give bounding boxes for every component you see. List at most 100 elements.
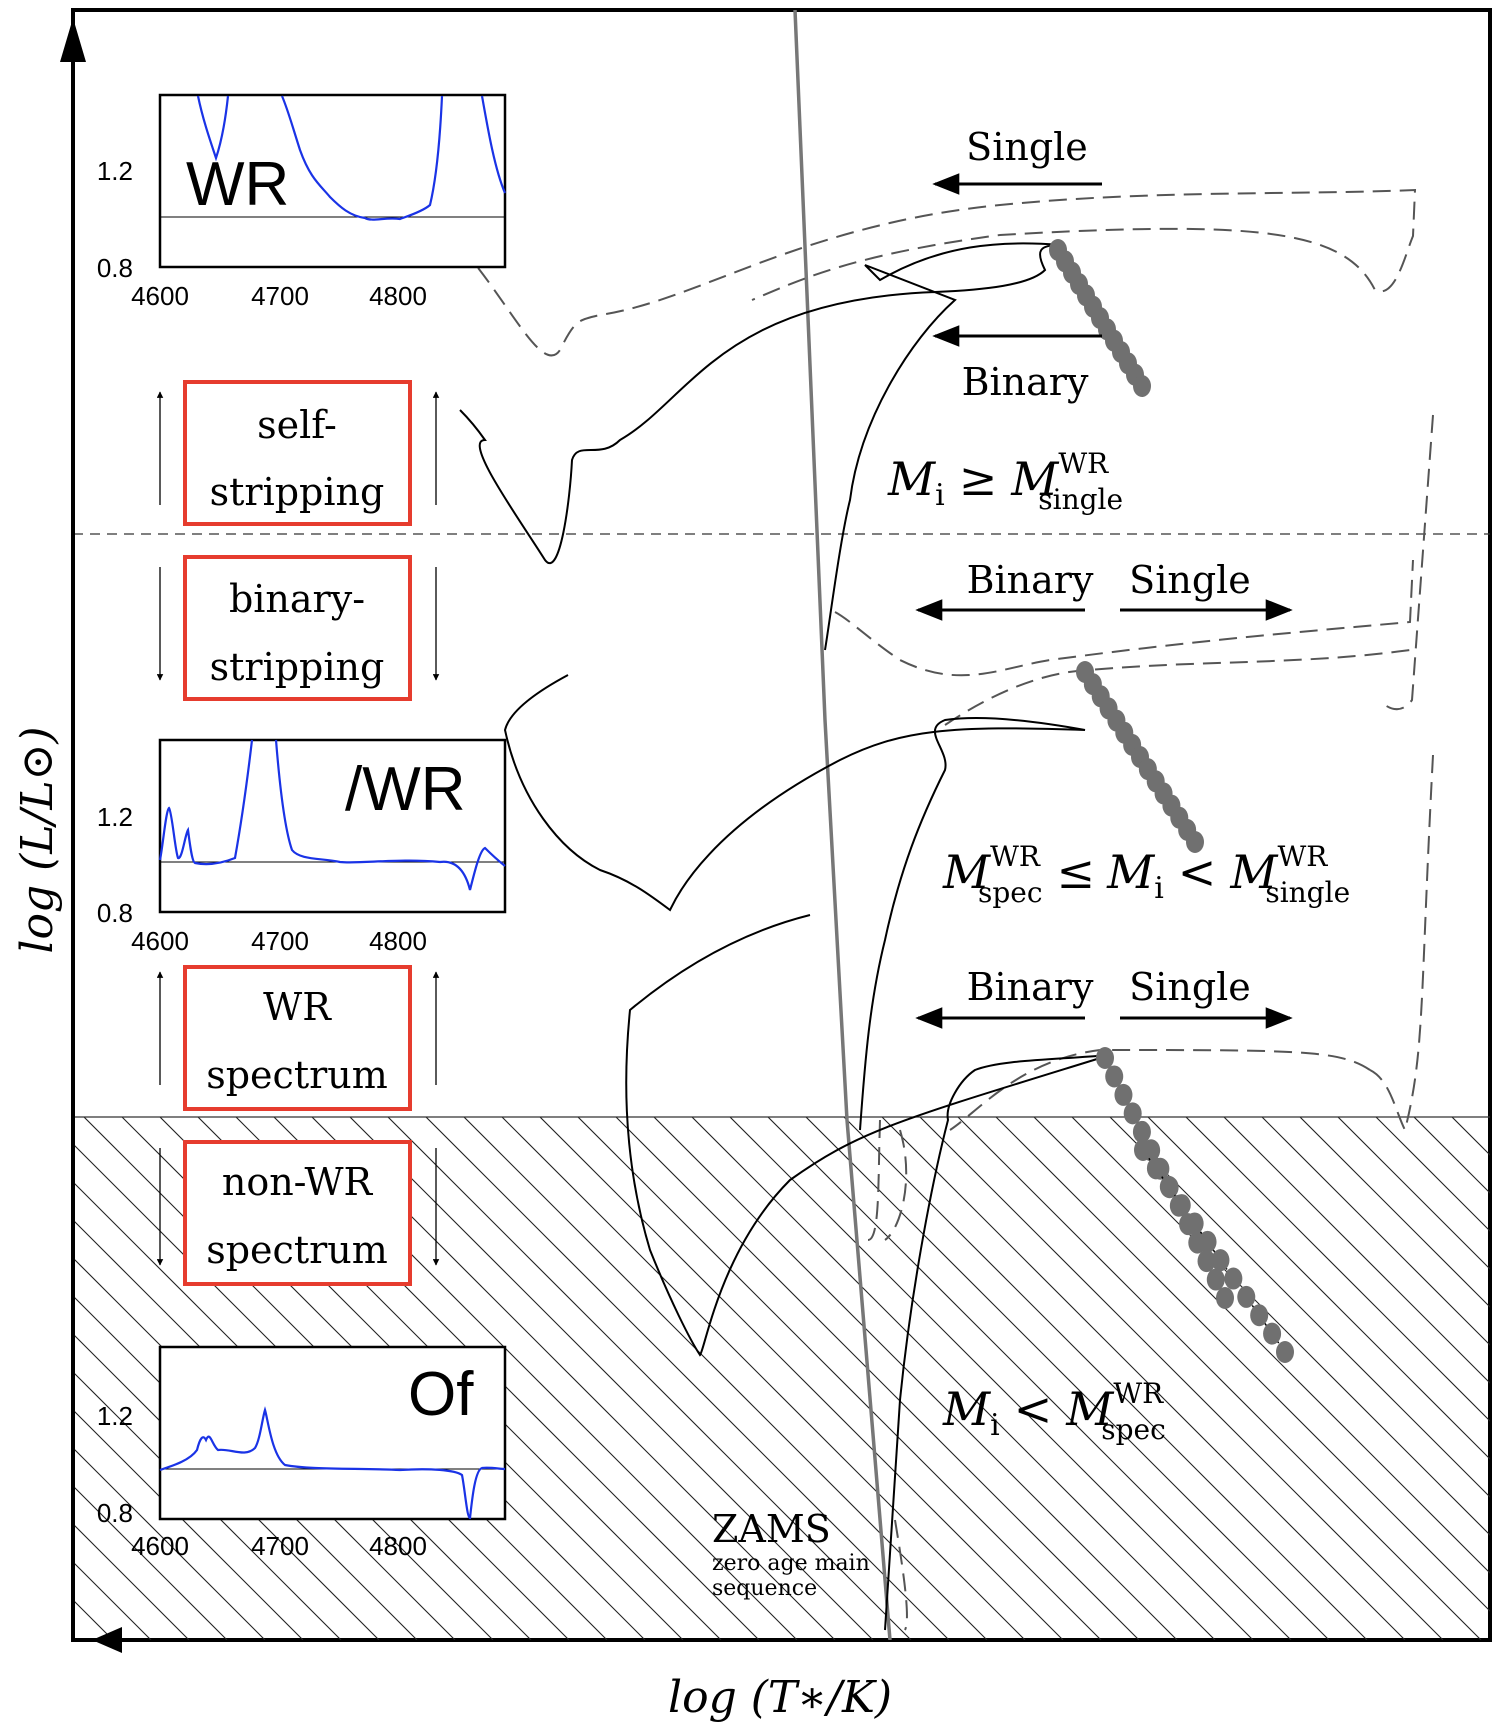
spectrum-ofwr-xtick-4700: 4700 [251,926,309,956]
box-non-wr-spectrum-line2: spectrum [206,1228,388,1272]
track-dot [1224,1267,1243,1290]
label-mid-single: Single [1129,558,1251,602]
hatch-line [0,1117,37,1640]
dashed-track-low [867,649,1411,1631]
box-wr-spectrum-line2: spectrum [206,1053,388,1097]
hatch-line [73,1409,304,1640]
hatch-line [1337,1117,1490,1270]
spectrum-ofwr-xtick-4600: 4600 [131,926,189,956]
hatch-line [995,1117,1490,1612]
hatch-line [919,1117,1444,1640]
hatch-line [73,1333,380,1640]
spectrum-wr-xtick-4600: 4600 [131,281,189,311]
formula-top-sub-i: i [935,478,945,513]
spectrum-wr-ytick-08: 0.8 [97,253,133,283]
formula-top-sub: single [1038,483,1123,516]
formula-mid-rel2: < [1178,845,1217,899]
formula-top-rel: ≥ [959,452,998,506]
dot-chain-mid [1076,661,1204,853]
label-top-single: Single [966,125,1088,169]
formula-mid-m1: M [942,845,992,899]
zams-line1: zero age main [712,1551,870,1576]
formula-top-sup: WR [1058,447,1109,480]
hatch-line [805,1117,1330,1640]
y-axis-arrow [60,18,86,1640]
solid-track-top [459,242,1061,651]
hatch-line [73,1599,114,1640]
x-axis-label: log (T∗/K) [668,1672,892,1723]
track-dot [1133,375,1151,397]
hatch-line [1451,1117,1490,1156]
track-dot [1186,831,1204,853]
spectrum-of-ytick-12: 1.2 [97,1401,133,1431]
track-dot [1159,1175,1178,1198]
hatch-line [73,1637,76,1640]
dashed-track-top [441,188,1417,357]
spectrum-wr-xtick-4800: 4800 [369,281,427,311]
spectrum-label-of-wr: /WR [345,755,466,824]
formula-middle: MWR spec ≤ Mi < MWR single [942,840,1350,909]
hatch-line [1223,1117,1490,1384]
formula-mid-sup1: WR [990,840,1041,873]
formula-bot-sub-i: i [990,1408,1000,1443]
spectrum-inset-of: Of 1.2 0.8 4600 4700 4800 [97,1345,507,1561]
formula-mid-m2: M [1229,845,1279,899]
hatch-line [1261,1117,1490,1346]
spectrum-wr-xtick-4700: 4700 [251,281,309,311]
formula-mid-sub1: spec [978,876,1043,909]
formula-bot-mi: M [942,1382,992,1436]
track-dot [1114,1083,1133,1106]
spectrum-ofwr-ytick-08: 0.8 [97,898,133,928]
track-dot [1250,1304,1269,1327]
spectrum-wr-ytick-12: 1.2 [97,156,133,186]
track-dot [1096,1047,1114,1069]
hatch-line [1109,1117,1490,1498]
box-binary-stripping: binary- stripping [156,555,440,701]
box-self-stripping-line1: self- [257,403,337,447]
formula-bot-m: M [1065,1382,1115,1436]
track-dot [1237,1285,1256,1308]
box-self-stripping-line2: stripping [210,470,385,514]
hatch-line [1299,1117,1490,1308]
track-dot [1105,1065,1124,1088]
hatch-line [577,1117,1102,1640]
spectrum-of-xtick-4800: 4800 [369,1531,427,1561]
hatch-line [615,1117,1140,1640]
box-self-stripping: self- stripping [156,380,440,526]
hatch-line [539,1117,1064,1640]
formula-top-mi: M [887,452,937,506]
spectrum-label-of: Of [408,1360,474,1429]
box-wr-spectrum-line1: WR [263,985,332,1029]
spectrum-of-xtick-4600: 4600 [131,1531,189,1561]
zams-title: ZAMS [712,1507,831,1551]
hatch-line [1413,1117,1490,1194]
track-dot [1216,1287,1234,1309]
hatch-line [843,1117,1368,1640]
track-dot [1123,1102,1142,1125]
hatch-line [73,1523,190,1640]
spectrum-line-wr [196,95,507,221]
box-binary-stripping-line1: binary- [229,577,365,621]
formula-mid-sup2: WR [1277,840,1328,873]
track-dot [1134,1139,1152,1161]
dashed-track-mid [834,414,1434,1133]
formula-bot-sub: spec [1101,1413,1166,1446]
formula-mid-mi: M [1106,845,1156,899]
spectrum-ofwr-xtick-4800: 4800 [369,926,427,956]
hatch-line [73,1561,152,1640]
hatch-line [957,1117,1482,1640]
hatch-line [1185,1117,1490,1422]
box-wr-spectrum: WR spectrum [156,965,440,1111]
hatch-line [73,1295,418,1640]
hatch-line [73,1371,342,1640]
track-dot [1276,1341,1294,1363]
dot-chain-top [1049,239,1151,397]
hatch-line [1071,1117,1490,1536]
formula-bot-rel: < [1014,1382,1053,1436]
hatch-line [501,1117,1026,1640]
dot-chain-low [1096,1047,1294,1363]
box-non-wr-spectrum: non-WR spectrum [156,1140,440,1286]
formula-bottom: Mi < MWR spec [942,1377,1166,1446]
box-binary-stripping-line2: stripping [210,645,385,689]
